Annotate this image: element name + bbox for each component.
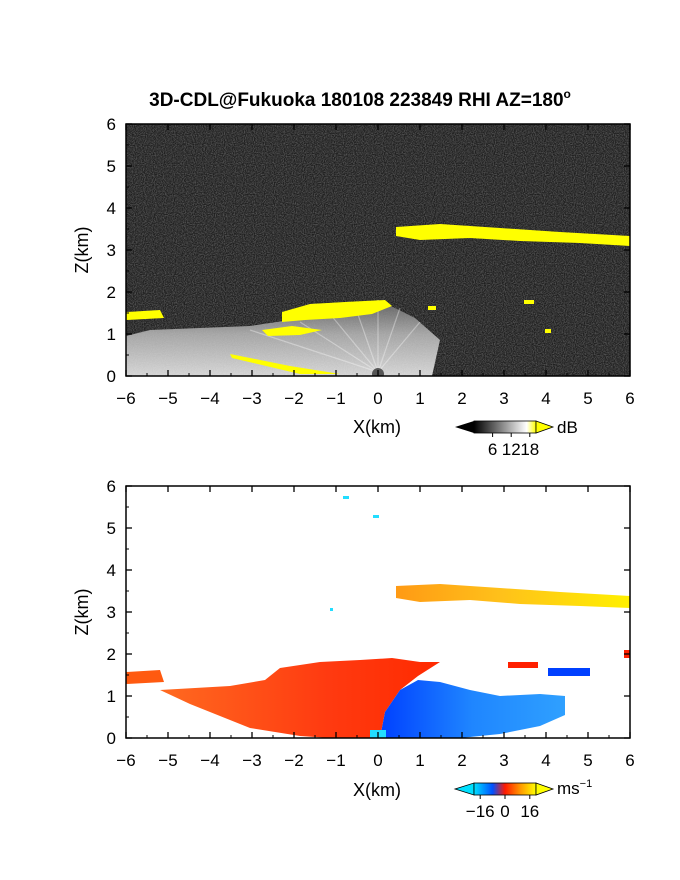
reflectivity-colorbar-tick-label: 18 [520, 440, 539, 459]
velocity-y-tick-label: 1 [107, 687, 116, 706]
velocity-x-axis-label: X(km) [353, 780, 401, 800]
reflectivity-colorbar-tick-label: 6 [488, 440, 497, 459]
velocity-y-tick-label: 5 [107, 519, 116, 538]
velocity-x-tick-label: 3 [499, 751, 508, 770]
velocity-panel: −6 −5 −4 −3 −2 −1 0 1 2 3 4 5 6 0 1 2 3 4 5 6 X(km) Z(km) m… [72, 477, 635, 821]
approaching-wedge [160, 658, 440, 738]
velocity-y-axis-label: Z(km) [72, 589, 92, 636]
reflectivity-colorbar-unit: dB [557, 418, 578, 437]
mid-layer-echo [282, 300, 392, 322]
reflectivity-y-tick-label: 1 [107, 325, 116, 344]
velocity-colorbar-tick-label: 0 [500, 802, 509, 821]
velocity-x-tick-label: −1 [326, 751, 345, 770]
velocity-x-tick-label: −4 [200, 751, 219, 770]
velocity-colorbar-left-arrow [453, 782, 475, 796]
reflectivity-axes: −6 −5 −4 −3 −2 −1 0 1 2 3 4 5 6 0 1 2 3 4 5 6 [107, 115, 635, 408]
velocity-x-tick-label: −6 [116, 751, 135, 770]
strong-echoes [126, 224, 630, 374]
velocity-axes: −6 −5 −4 −3 −2 −1 0 1 2 3 4 5 6 0 1 2 3 4 5 6 [107, 477, 635, 770]
reflectivity-y-tick-label: 2 [107, 283, 116, 302]
chart-title: 3D-CDL@Fukuoka 180108 223849 RHI AZ=180o [149, 87, 571, 111]
reflectivity-y-tick-label: 4 [107, 199, 116, 218]
velocity-y-tick-label: 0 [107, 729, 116, 748]
reflectivity-x-tick-label: 2 [457, 389, 466, 408]
reflectivity-x-tick-label: −6 [116, 389, 135, 408]
velocity-colorbar-unit: ms−1 [557, 778, 592, 798]
right-small-echo-1 [428, 306, 436, 310]
reflectivity-y-axis-label: Z(km) [72, 227, 92, 274]
velocity-x-tick-label: 0 [373, 751, 382, 770]
reflectivity-y-tick-label: 3 [107, 241, 116, 260]
reflectivity-x-tick-label: −4 [200, 389, 219, 408]
isolated-point-2 [373, 515, 379, 518]
velocity-x-tick-label: −2 [284, 751, 303, 770]
reflectivity-y-tick-label: 6 [107, 115, 116, 134]
velocity-y-tick-label: 3 [107, 603, 116, 622]
velocity-x-tick-label: 4 [541, 751, 550, 770]
velocity-y-tick-label: 4 [107, 561, 116, 580]
reflectivity-x-tick-label: 5 [583, 389, 592, 408]
mid-layer-echo-lower [262, 326, 322, 336]
velocity-x-tick-label: 2 [457, 751, 466, 770]
right-small-echo-2 [524, 300, 534, 304]
fan-returns [126, 300, 440, 376]
reflectivity-colorbar-tick-label: 12 [502, 440, 521, 459]
reflectivity-x-tick-label: 3 [499, 389, 508, 408]
left-low-band-velocity [126, 670, 164, 684]
isolated-point-3 [330, 608, 333, 611]
isolated-point-1 [343, 496, 349, 499]
velocity-x-tick-label: −5 [158, 751, 177, 770]
reflectivity-x-tick-label: 1 [415, 389, 424, 408]
reflectivity-y-tick-label: 0 [107, 367, 116, 386]
reflectivity-x-tick-label: −1 [326, 389, 345, 408]
velocity-x-tick-label: 6 [625, 751, 634, 770]
red-patch-right [508, 662, 538, 668]
reflectivity-colorbar-bar [473, 420, 537, 434]
reflectivity-y-tick-label: 5 [107, 157, 116, 176]
velocity-colorbar: ms−1 −16 0 16 [453, 778, 592, 821]
reflectivity-colorbar: dB 6 12 18 [455, 418, 578, 459]
reflectivity-colorbar-right-arrow [535, 420, 555, 434]
reflectivity-x-tick-label: 0 [373, 389, 382, 408]
receding-wedge [380, 680, 565, 738]
upper-layer-echo [396, 224, 630, 246]
velocity-colorbar-bar [473, 782, 537, 796]
velocity-colorbar-tick-label: 16 [520, 802, 539, 821]
reflectivity-colorbar-left-arrow [455, 421, 474, 433]
surface-echo [230, 354, 340, 374]
reflectivity-x-axis-label: X(km) [353, 417, 401, 437]
velocity-colorbar-tick-label: −16 [466, 802, 495, 821]
reflectivity-x-tick-label: 4 [541, 389, 550, 408]
velocity-y-tick-label: 2 [107, 645, 116, 664]
radial-streaks [249, 300, 421, 373]
velocity-x-tick-label: −3 [242, 751, 261, 770]
velocity-x-tick-label: 1 [415, 751, 424, 770]
reflectivity-x-tick-label: −2 [284, 389, 303, 408]
right-small-echo-3 [545, 329, 551, 333]
reflectivity-x-tick-label: 6 [625, 389, 634, 408]
far-right-echo [548, 668, 590, 676]
velocity-colorbar-right-arrow [535, 782, 555, 796]
velocity-x-tick-label: 5 [583, 751, 592, 770]
velocity-y-tick-label: 6 [107, 477, 116, 496]
left-low-echo [126, 310, 164, 320]
reflectivity-x-tick-label: −3 [242, 389, 261, 408]
upper-layer-velocity [396, 584, 630, 608]
reflectivity-x-tick-label: −5 [158, 389, 177, 408]
